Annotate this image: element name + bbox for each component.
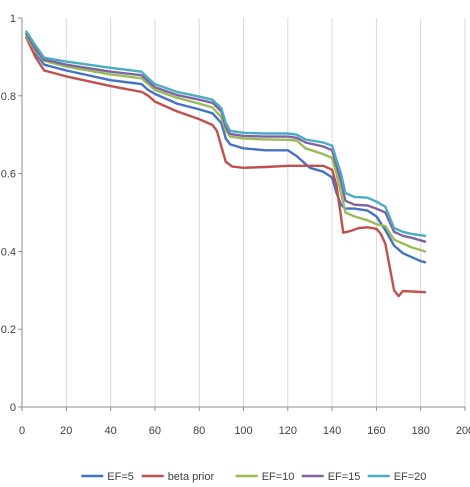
y-tick-label: 0.4: [1, 246, 16, 258]
series-lines: [25, 30, 427, 298]
x-tick-label: 0: [19, 425, 25, 437]
x-tick-labels: 0 20 40 60 80 100 120 140 160 180 200: [19, 425, 470, 437]
x-tick-label: 100: [234, 425, 252, 437]
x-tick-label: 140: [323, 425, 341, 437]
axes: [18, 17, 466, 411]
legend-label: beta prior: [168, 471, 215, 483]
legend-label: EF=15: [328, 471, 361, 483]
y-tick-label: 0.2: [1, 324, 16, 336]
x-tick-label: 40: [104, 425, 116, 437]
series-line-ef-15: [25, 32, 427, 243]
x-tick-label: 160: [367, 425, 385, 437]
y-tick-label: 0.6: [1, 169, 16, 181]
x-tick-label: 180: [412, 425, 430, 437]
y-tick-label: 0: [10, 402, 16, 414]
legend-label: EF=10: [262, 471, 295, 483]
legend: EF=5 beta prior EF=10 EF=15 EF=20: [81, 471, 426, 483]
y-tick-labels: 0 0.2 0.4 0.6 0.8 1: [1, 13, 16, 414]
series-line-ef-10: [25, 34, 427, 253]
x-tick-label: 20: [60, 425, 72, 437]
x-tick-label: 60: [149, 425, 161, 437]
x-tick-label: 200: [456, 425, 470, 437]
x-tick-label: 120: [279, 425, 297, 437]
y-tick-label: 1: [10, 13, 16, 25]
series-line-beta-prior: [25, 36, 427, 298]
series-line-ef-20: [25, 30, 427, 237]
y-tick-label: 0.8: [1, 91, 16, 103]
x-tick-label: 80: [193, 425, 205, 437]
legend-label: EF=20: [394, 471, 427, 483]
legend-label: EF=5: [107, 471, 134, 483]
